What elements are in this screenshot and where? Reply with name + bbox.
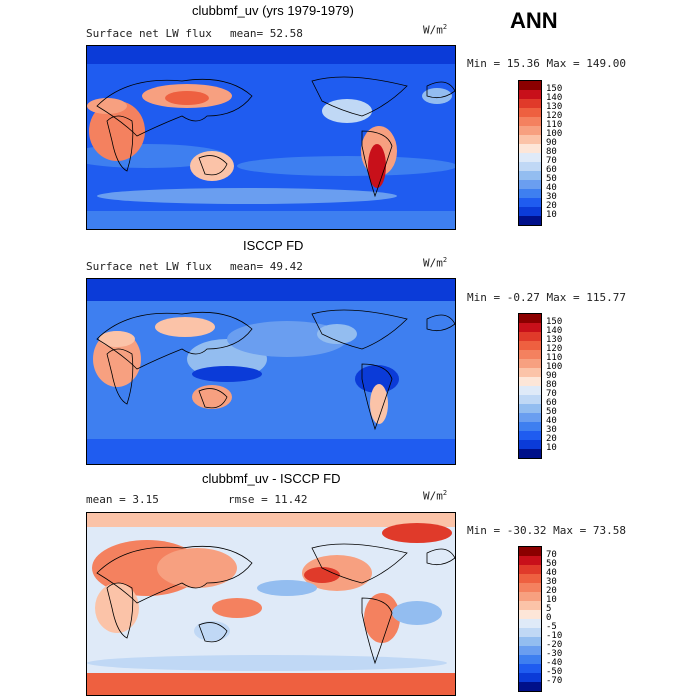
panel2-map <box>86 278 456 465</box>
colorbar-label: 50 <box>546 559 557 569</box>
colorbar-label: 120 <box>546 344 563 354</box>
colorbar-label: 60 <box>546 165 557 175</box>
panel1-colorbar <box>518 80 542 226</box>
colorbar-label: 120 <box>546 111 563 121</box>
panel2-units: W/m2 <box>423 256 448 270</box>
colorbar-label: 40 <box>546 568 557 578</box>
panel2-range: Min = -0.27 Max = 115.77 <box>467 291 626 304</box>
colorbar-label: -20 <box>546 640 563 650</box>
panel1-mean: mean= 52.58 <box>230 27 303 40</box>
panel3-units: W/m2 <box>423 489 448 503</box>
colorbar-label: 70 <box>546 550 557 560</box>
panel2-colorbar <box>518 313 542 459</box>
colorbar-label: 30 <box>546 577 557 587</box>
panel1-map <box>86 45 456 230</box>
colorbar-label: 130 <box>546 102 563 112</box>
colorbar-label: 150 <box>546 317 563 327</box>
colorbar-label: 20 <box>546 586 557 596</box>
colorbar-label: 5 <box>546 604 552 614</box>
panel1-title: clubbmf_uv (yrs 1979-1979) <box>192 3 354 18</box>
colorbar-label: 40 <box>546 416 557 426</box>
colorbar-label: 80 <box>546 380 557 390</box>
season-label: ANN <box>510 8 558 33</box>
colorbar-label: 140 <box>546 93 563 103</box>
colorbar-label: -50 <box>546 667 563 677</box>
colorbar-label: 110 <box>546 353 563 363</box>
panel3-map <box>86 512 456 696</box>
colorbar-label: 50 <box>546 407 557 417</box>
panel2-mean: mean= 49.42 <box>230 260 303 273</box>
colorbar-label: 70 <box>546 156 557 166</box>
colorbar-label: 10 <box>546 595 557 605</box>
panel1-range: Min = 15.36 Max = 149.00 <box>467 57 626 70</box>
colorbar-label: -5 <box>546 622 557 632</box>
colorbar-label: 0 <box>546 613 552 623</box>
colorbar-label: 20 <box>546 434 557 444</box>
panel2-title: ISCCP FD <box>243 238 304 253</box>
colorbar-label: 100 <box>546 362 563 372</box>
colorbar-label: 150 <box>546 84 563 94</box>
panel3-colorbar <box>518 546 542 692</box>
colorbar-label: 50 <box>546 174 557 184</box>
panel1-variable: Surface net LW flux <box>86 27 212 40</box>
colorbar-label: 80 <box>546 147 557 157</box>
colorbar-label: 70 <box>546 389 557 399</box>
panel1-units: W/m2 <box>423 23 448 37</box>
colorbar-label: 60 <box>546 398 557 408</box>
colorbar-label: -30 <box>546 649 563 659</box>
panel3-range: Min = -30.32 Max = 73.58 <box>467 524 626 537</box>
colorbar-label: 100 <box>546 129 563 139</box>
colorbar-label: 90 <box>546 138 557 148</box>
colorbar-label: 20 <box>546 201 557 211</box>
colorbar-label: 30 <box>546 192 557 202</box>
colorbar-label: 40 <box>546 183 557 193</box>
colorbar-label: 10 <box>546 210 557 220</box>
panel3-title: clubbmf_uv - ISCCP FD <box>202 471 341 486</box>
panel2-variable: Surface net LW flux <box>86 260 212 273</box>
colorbar-label: 140 <box>546 326 563 336</box>
colorbar-label: 130 <box>546 335 563 345</box>
colorbar-label: -10 <box>546 631 563 641</box>
colorbar-label: 90 <box>546 371 557 381</box>
colorbar-label: -70 <box>546 676 563 686</box>
colorbar-label: 10 <box>546 443 557 453</box>
panel3-mean: mean = 3.15 <box>86 493 159 506</box>
colorbar-label: 30 <box>546 425 557 435</box>
colorbar-label: -40 <box>546 658 563 668</box>
panel3-rmse: rmse = 11.42 <box>228 493 308 506</box>
colorbar-label: 110 <box>546 120 563 130</box>
